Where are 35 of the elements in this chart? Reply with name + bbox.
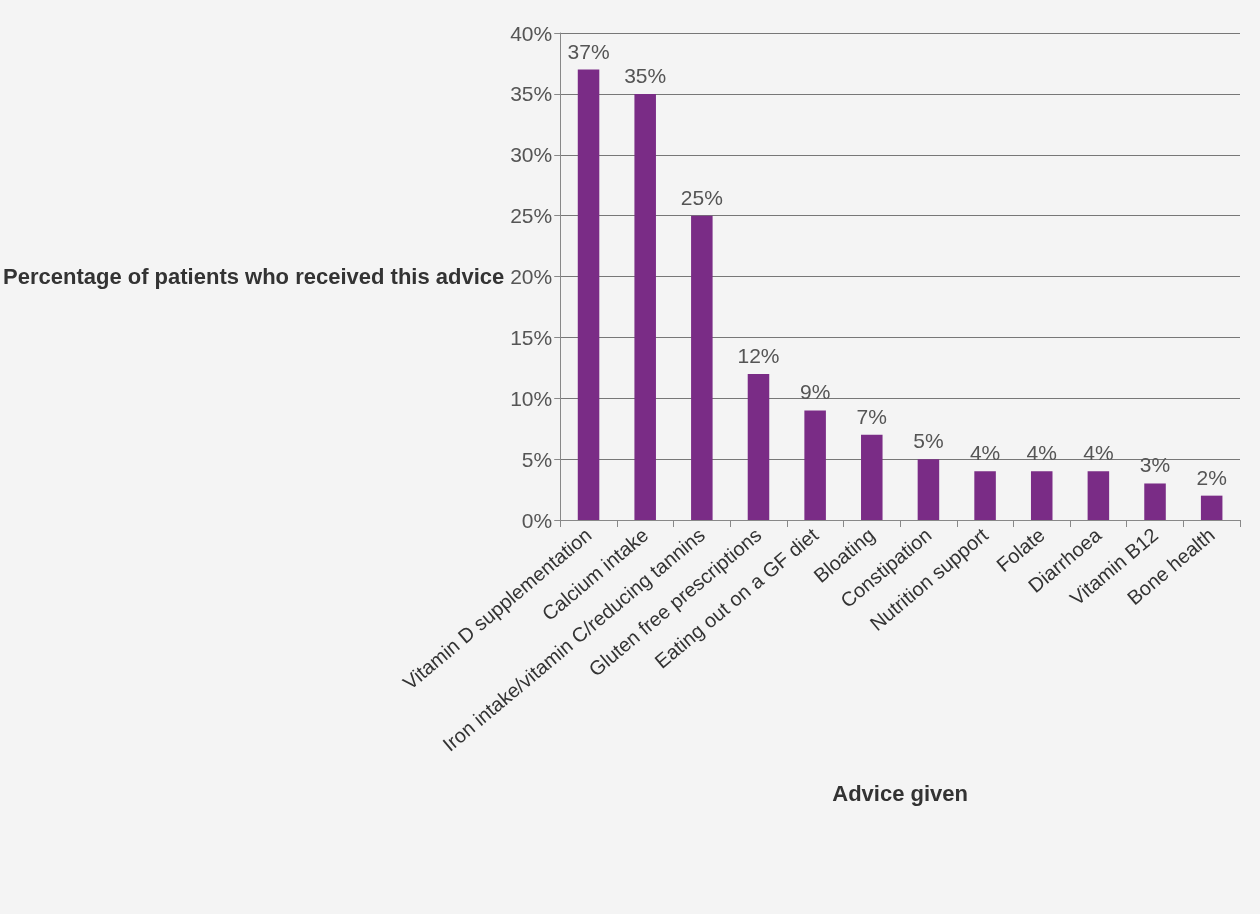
data-label: 4%	[1026, 441, 1057, 465]
data-label: 35%	[624, 63, 667, 87]
bar	[861, 434, 883, 520]
data-label: 4%	[969, 441, 1001, 465]
data-label: 37%	[567, 39, 610, 63]
data-label: 25%	[680, 185, 723, 209]
bar	[691, 215, 713, 520]
bar	[974, 471, 996, 520]
bar	[804, 410, 826, 520]
y-axis-title: Percentage of patients who received this advice	[2, 264, 505, 289]
y-tick-label: 40%	[510, 21, 553, 45]
data-label: 5%	[913, 429, 944, 453]
data-label: 9%	[799, 380, 831, 404]
bar	[917, 459, 940, 520]
y-tick-label: 20%	[510, 265, 553, 288]
y-tick-label: 10%	[510, 386, 553, 410]
y-tick-label: 5%	[521, 447, 553, 471]
bar	[1087, 471, 1110, 520]
bar	[1200, 495, 1223, 520]
y-tick-label: 15%	[510, 325, 553, 349]
data-label: 7%	[856, 404, 887, 428]
bar	[577, 69, 600, 520]
y-tick-label: 35%	[510, 82, 553, 106]
bar	[634, 93, 656, 520]
y-tick-label: 0%	[521, 508, 553, 532]
bar	[747, 373, 770, 520]
y-tick-label: 25%	[510, 204, 553, 228]
y-tick-label: 30%	[510, 143, 553, 167]
bar	[1144, 483, 1166, 520]
data-label: 4%	[1083, 441, 1114, 465]
bar	[1030, 471, 1053, 520]
data-label: 12%	[737, 343, 780, 367]
data-label: 3%	[1139, 453, 1171, 477]
x-axis-title: Advice given	[832, 780, 968, 806]
data-label: 2%	[1196, 465, 1227, 489]
